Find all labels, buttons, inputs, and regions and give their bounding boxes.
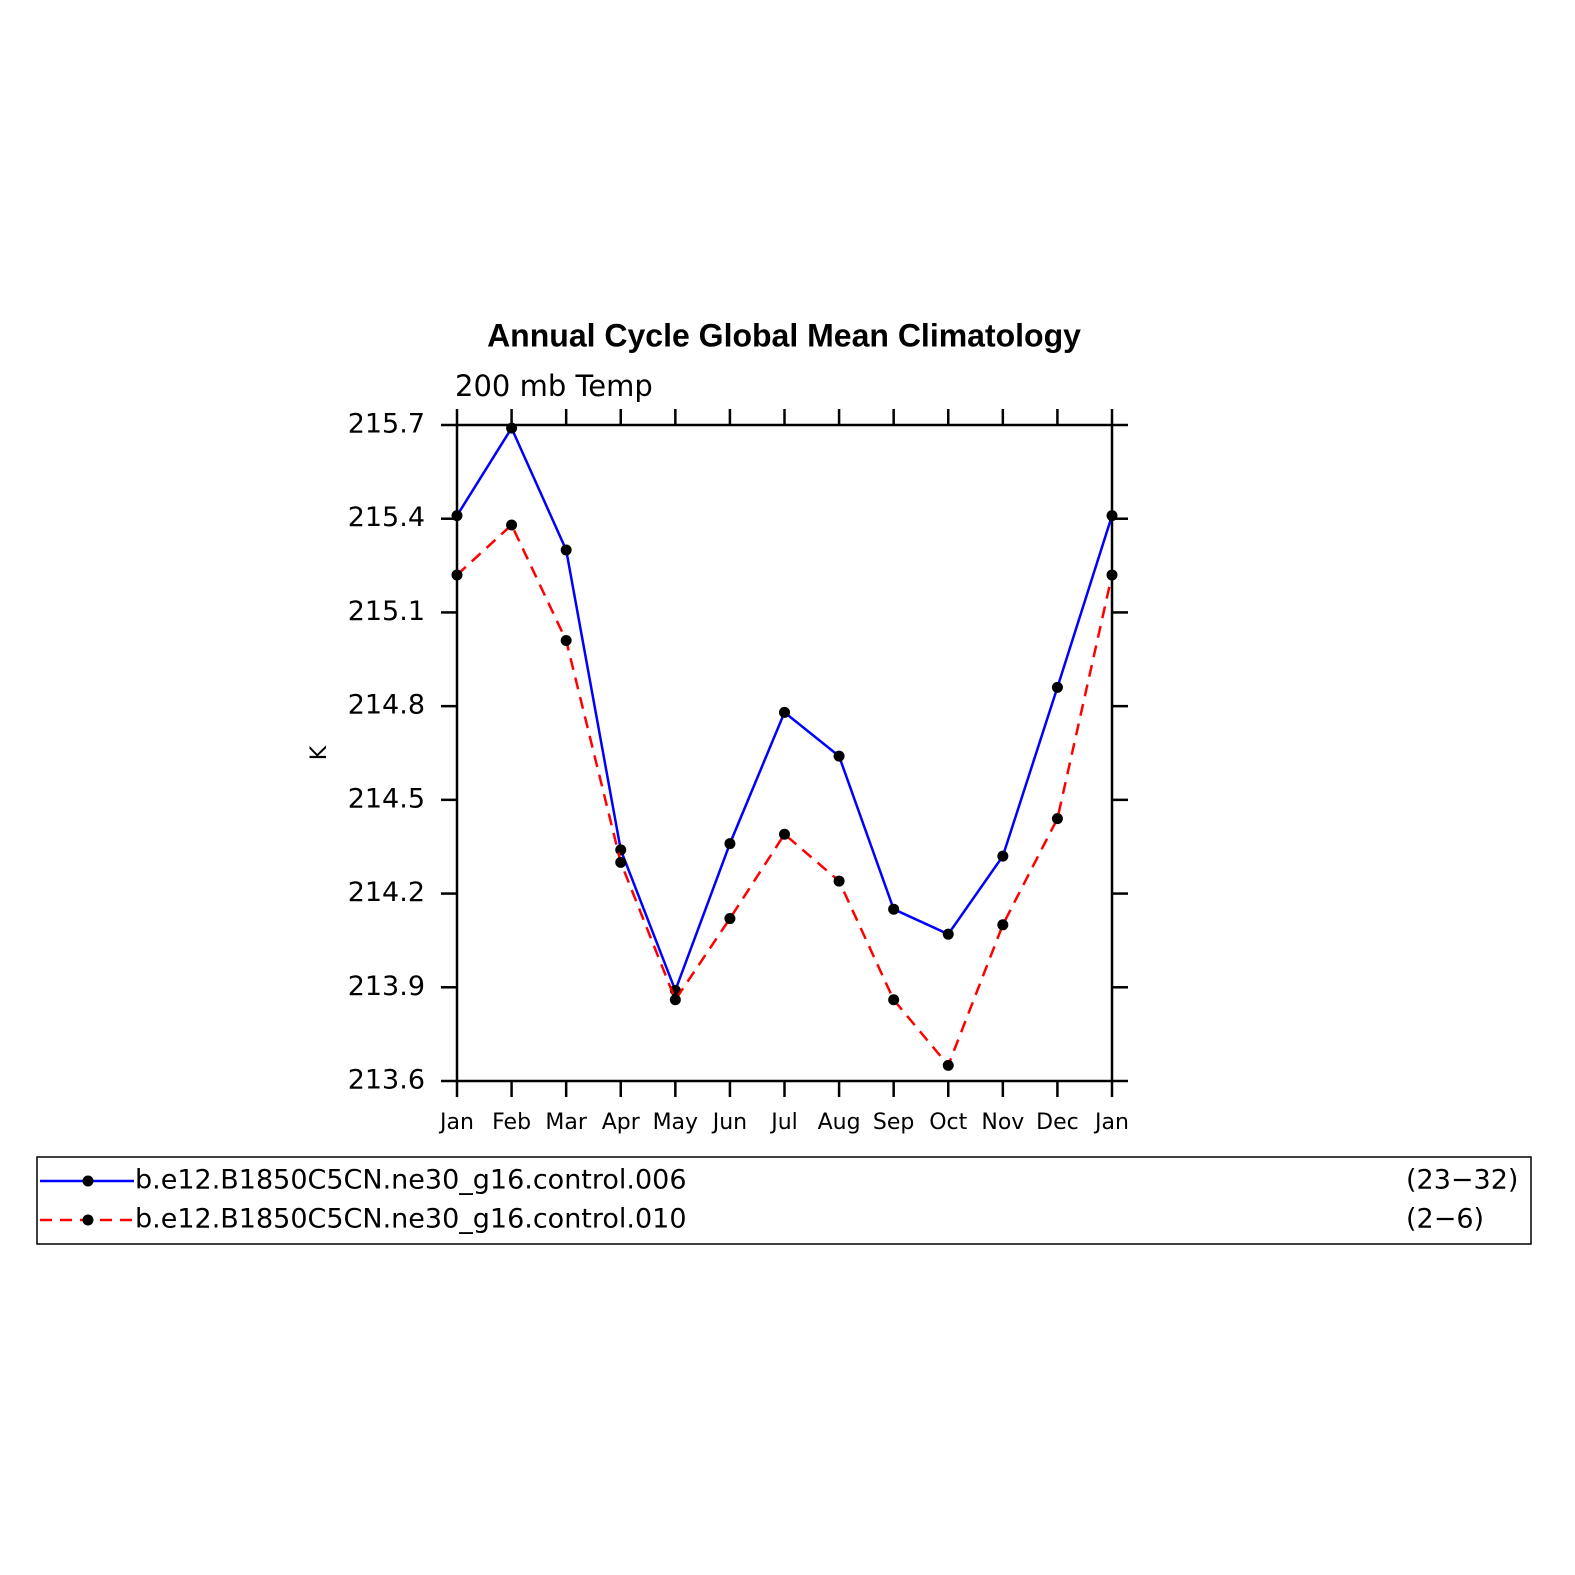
x-tick-label: Feb xyxy=(492,1110,531,1135)
series-line xyxy=(456,522,1114,1068)
data-point xyxy=(506,519,518,531)
data-point xyxy=(451,569,463,581)
x-tick-label: Dec xyxy=(1036,1110,1079,1135)
data-point xyxy=(888,994,900,1006)
data-point xyxy=(506,422,518,434)
x-tick-label: Aug xyxy=(818,1110,861,1135)
data-point xyxy=(1051,681,1063,693)
data-point xyxy=(833,875,845,887)
legend-years: (2−6) xyxy=(1406,1204,1484,1235)
data-point xyxy=(560,544,572,556)
legend-label: b.e12.B1850C5CN.ne30_g16.control.006 xyxy=(135,1165,687,1196)
data-point xyxy=(669,994,681,1006)
x-tick-label: Jul xyxy=(769,1110,798,1135)
x-tick-label: Apr xyxy=(602,1110,641,1135)
data-point xyxy=(615,844,627,856)
data-point xyxy=(1106,510,1118,522)
plot-frame xyxy=(455,423,1114,1083)
data-point xyxy=(451,510,463,522)
data-point xyxy=(833,750,845,762)
data-point xyxy=(779,828,790,840)
x-tick-label: Nov xyxy=(981,1110,1024,1135)
data-point xyxy=(615,856,627,868)
legend-marker xyxy=(82,1214,94,1226)
y-tick-label: 215.7 xyxy=(348,409,425,440)
data-point xyxy=(888,903,900,915)
y-tick-label: 213.9 xyxy=(348,971,425,1002)
y-tick-label: 213.6 xyxy=(348,1065,425,1096)
legend-box xyxy=(36,1156,1532,1245)
legend-label: b.e12.B1850C5CN.ne30_g16.control.010 xyxy=(135,1204,687,1235)
y-axis-label: K xyxy=(307,745,332,760)
y-tick-label: 214.8 xyxy=(348,690,425,721)
chart-subtitle: 200 mb Temp xyxy=(455,369,653,403)
x-tick-label: Jan xyxy=(438,1110,474,1135)
data-point xyxy=(779,706,790,718)
x-tick-label: Oct xyxy=(929,1110,967,1135)
y-tick-label: 215.4 xyxy=(348,502,425,533)
data-point xyxy=(942,928,954,940)
x-tick-label: May xyxy=(653,1110,698,1135)
x-tick-label: Sep xyxy=(873,1110,914,1135)
data-point xyxy=(560,635,572,647)
data-point xyxy=(724,838,736,850)
x-tick-label: Jun xyxy=(711,1110,747,1135)
data-point xyxy=(942,1059,954,1071)
y-tick-label: 215.1 xyxy=(348,596,425,627)
data-point xyxy=(997,850,1009,862)
x-tick-label: Mar xyxy=(545,1110,587,1135)
y-tick-label: 214.5 xyxy=(348,783,425,814)
data-point xyxy=(724,913,736,925)
data-point xyxy=(1106,569,1118,581)
y-tick-label: 214.2 xyxy=(348,877,425,908)
data-point xyxy=(997,919,1009,931)
legend-marker xyxy=(82,1175,94,1187)
data-point xyxy=(1051,813,1063,825)
x-tick-label: Jan xyxy=(1093,1110,1129,1135)
chart-title: Annual Cycle Global Mean Climatology xyxy=(487,317,1081,353)
legend-years: (23−32) xyxy=(1406,1165,1518,1196)
